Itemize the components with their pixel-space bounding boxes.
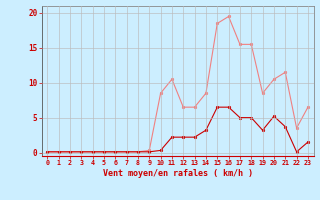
X-axis label: Vent moyen/en rafales ( km/h ): Vent moyen/en rafales ( km/h ): [103, 169, 252, 178]
